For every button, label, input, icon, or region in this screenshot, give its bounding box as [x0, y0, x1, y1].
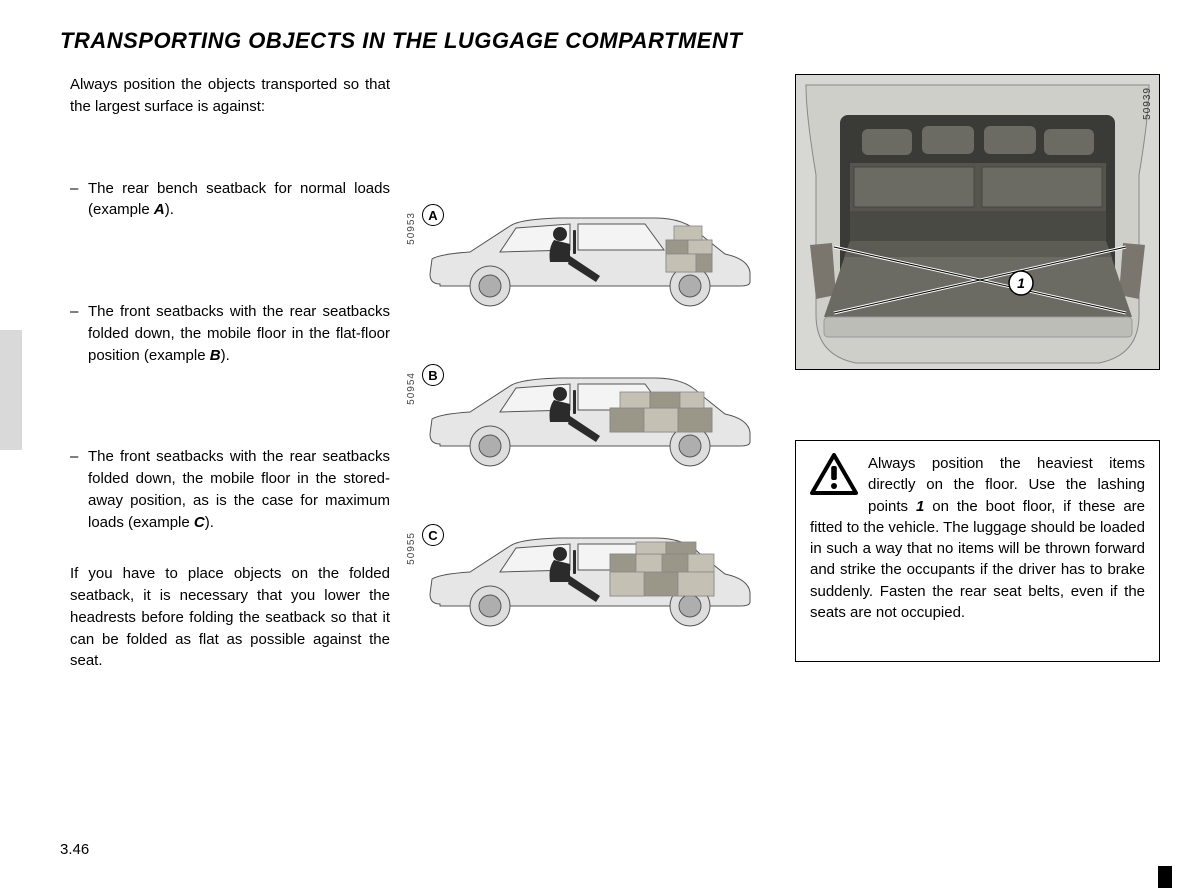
bullet-a: – The rear bench seatback for normal loa… — [70, 178, 390, 222]
corner-mark — [1158, 866, 1172, 888]
footnote: If you have to place objects on the fold… — [70, 563, 390, 672]
photo-ref: 50939 — [1142, 87, 1153, 120]
photo-callout: 1 — [1017, 275, 1025, 291]
bullet-b-post: ). — [221, 347, 230, 364]
right-column: 50939 — [780, 74, 1160, 672]
bullet-b: – The front seatbacks with the rear seat… — [70, 301, 390, 366]
bullet-c-em: C — [194, 514, 205, 531]
bullet-c: – The front seatbacks with the rear seat… — [70, 446, 390, 533]
bullet-a-em: A — [154, 201, 165, 218]
fig-ref-c: 50955 — [406, 532, 417, 565]
car-svg-c — [420, 524, 760, 644]
side-tab — [0, 330, 22, 450]
warning-post: on the boot floor, if these are fitted t… — [810, 498, 1145, 621]
warning-icon — [810, 453, 858, 497]
trunk-svg: 1 — [796, 75, 1159, 369]
trunk-photo: 50939 — [795, 74, 1160, 370]
warning-box: Always position the heaviest items direc… — [795, 440, 1160, 662]
left-column: Always position the objects transported … — [60, 74, 390, 672]
middle-column: 50953 A — [400, 74, 770, 672]
bullet-a-post: ). — [165, 201, 174, 218]
fig-ref-b: 50954 — [406, 372, 417, 405]
car-figure-b: 50954 B — [400, 324, 770, 484]
bullet-c-post: ). — [205, 514, 214, 531]
car-svg-a — [420, 204, 760, 324]
bullet-c-pre: The front seatbacks with the rear seatba… — [88, 448, 390, 530]
bullet-a-pre: The rear bench seatback for normal loads… — [88, 180, 390, 219]
page-number: 3.46 — [60, 841, 89, 858]
bullet-b-pre: The front seatbacks with the rear seatba… — [88, 303, 390, 364]
car-figure-a: 50953 A — [400, 164, 770, 324]
bullet-b-em: B — [210, 347, 221, 364]
content-columns: Always position the objects transported … — [60, 74, 1160, 672]
fig-ref-a: 50953 — [406, 212, 417, 245]
car-figure-c: 50955 C — [400, 484, 770, 644]
intro-text: Always position the objects transported … — [70, 74, 390, 118]
car-svg-b — [420, 364, 760, 484]
page-title: TRANSPORTING OBJECTS IN THE LUGGAGE COMP… — [60, 28, 1160, 54]
